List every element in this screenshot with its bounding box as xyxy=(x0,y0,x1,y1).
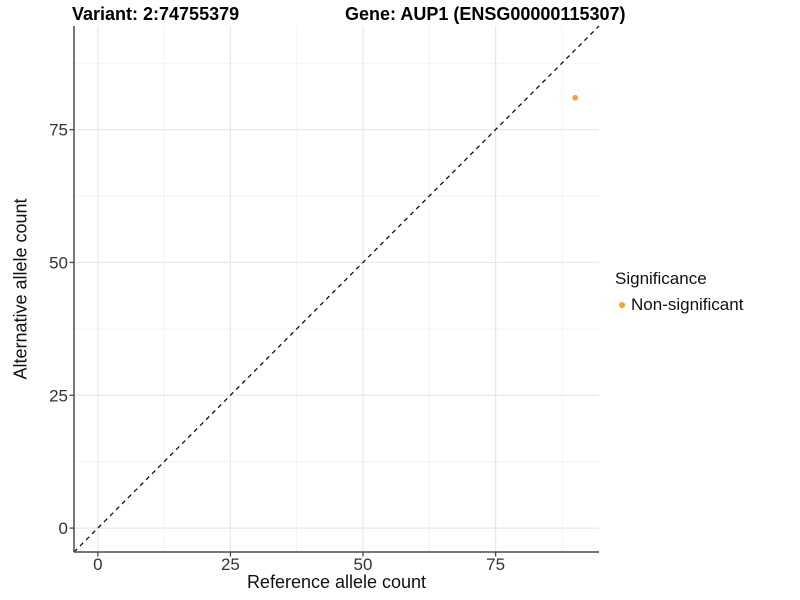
legend: Significance Non-significant xyxy=(613,269,743,315)
x-tick-label: 50 xyxy=(354,555,373,574)
x-tick-label: 25 xyxy=(221,555,240,574)
x-tick-label: 75 xyxy=(486,555,505,574)
y-tick-label: 0 xyxy=(59,519,68,538)
variant-title: Variant: 2:74755379 xyxy=(72,4,240,24)
x-axis-title: Reference allele count xyxy=(246,572,427,592)
y-tick-label: 50 xyxy=(49,253,68,272)
gene-title: Gene: AUP1 (ENSG00000115307) xyxy=(345,4,626,24)
x-tick-label: 0 xyxy=(93,555,102,574)
plot-panel xyxy=(74,26,599,552)
data-point xyxy=(572,94,578,101)
y-axis-title: Alternative allele count xyxy=(10,198,31,380)
y-tick-label: 25 xyxy=(49,386,68,405)
legend-marker-circle-icon xyxy=(619,302,625,308)
y-tick-label: 75 xyxy=(49,121,68,140)
legend-item: Non-significant xyxy=(613,295,743,315)
legend-label: Non-significant xyxy=(631,295,744,314)
legend-title: Significance xyxy=(615,269,707,288)
